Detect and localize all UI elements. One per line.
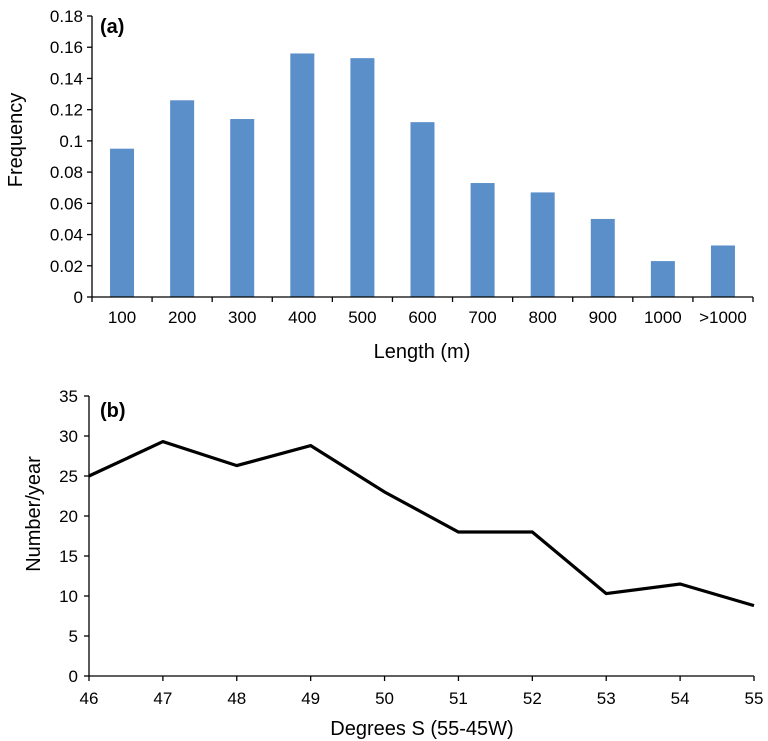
y-tick-label: 0.12: [50, 101, 83, 120]
y-tick-label: 0: [74, 288, 83, 307]
bar: [230, 119, 255, 298]
x-tick-label: 900: [589, 308, 617, 327]
bar: [590, 218, 615, 297]
x-tick-label: 100: [108, 308, 136, 327]
bar: [350, 58, 375, 298]
x-tick-label: 200: [168, 308, 196, 327]
y-tick-label: 25: [59, 467, 78, 486]
x-tick-label: 51: [449, 689, 468, 708]
y-axis: 0 5 10 15 20 25 30 35: [59, 387, 90, 686]
y-tick-label: 30: [59, 427, 78, 446]
x-tick-label: 54: [671, 689, 690, 708]
x-tick-label: 46: [80, 689, 99, 708]
x-tick-label: 49: [301, 689, 320, 708]
y-tick-label: 0.04: [50, 226, 83, 245]
y-tick-label: 35: [59, 387, 78, 406]
x-tick-label: 48: [227, 689, 246, 708]
y-axis-title: Number/year: [23, 456, 45, 572]
x-tick-label: 1000: [644, 308, 682, 327]
x-tick-label: 55: [745, 689, 764, 708]
bar: [530, 192, 555, 297]
series-line: [88, 439, 755, 608]
bar: [110, 148, 135, 297]
y-axis-title: Frequency: [5, 93, 27, 188]
x-tick-label: 52: [523, 689, 542, 708]
y-tick-label: 5: [69, 627, 78, 646]
y-tick-label: 0: [69, 667, 78, 686]
bar: [170, 100, 195, 297]
x-tick-label: 700: [468, 308, 496, 327]
bar: [470, 183, 495, 297]
x-tick-label: 800: [528, 308, 556, 327]
y-tick-label: 20: [59, 507, 78, 526]
x-axis-title: Degrees S (55-45W): [330, 718, 513, 740]
y-tick-label: 0.1: [59, 132, 83, 151]
bar: [410, 122, 435, 298]
y-axis: 0 0.02 0.04 0.06 0.08 0.1 0.12 0.14 0.16 0.18: [50, 7, 93, 307]
panel-label: (b): [100, 400, 126, 422]
y-tick-label: 0.14: [50, 69, 83, 88]
x-tick-label: 600: [408, 308, 436, 327]
y-tick-label: 0.16: [50, 38, 83, 57]
panel-label: (a): [100, 16, 124, 38]
x-tick-label: 500: [348, 308, 376, 327]
panel-a-bar-chart: 0 0.02 0.04 0.06 0.08 0.1 0.12 0.14 0.16 0.18 100…: [5, 7, 754, 363]
y-tick-label: 0.06: [50, 194, 83, 213]
bar: [290, 53, 315, 297]
y-tick-label: 0.08: [50, 163, 83, 182]
bar: [650, 261, 675, 297]
bars: [110, 53, 735, 298]
y-tick-label: 0.02: [50, 257, 83, 276]
y-tick-label: 10: [59, 587, 78, 606]
bar: [710, 245, 735, 297]
x-tick-label: 50: [375, 689, 394, 708]
x-tick-label: 47: [153, 689, 172, 708]
x-tick-label: 53: [597, 689, 616, 708]
x-tick-label: 300: [228, 308, 256, 327]
series: [88, 439, 755, 608]
x-axis: 100 200 300 400 500 600 700 800 900 1000 >1000: [91, 296, 754, 327]
x-tick-label: >1000: [699, 308, 747, 327]
x-tick-label: 400: [288, 308, 316, 327]
y-tick-label: 0.18: [50, 7, 83, 26]
y-tick-label: 15: [59, 547, 78, 566]
x-axis: 46 47 48 49 50 51 52 53 54 55: [80, 675, 764, 708]
x-axis-title: Length (m): [374, 341, 471, 363]
